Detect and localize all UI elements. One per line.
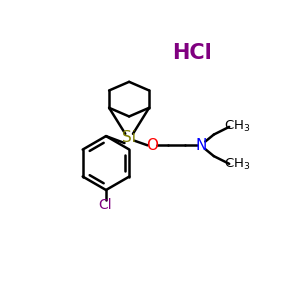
Text: HCl: HCl: [172, 43, 212, 63]
Text: N: N: [196, 138, 207, 153]
Text: Si: Si: [122, 130, 136, 145]
Text: O: O: [146, 138, 158, 153]
Text: CH$_3$: CH$_3$: [224, 118, 250, 134]
Text: Cl: Cl: [98, 198, 112, 212]
Text: CH$_3$: CH$_3$: [224, 157, 250, 172]
